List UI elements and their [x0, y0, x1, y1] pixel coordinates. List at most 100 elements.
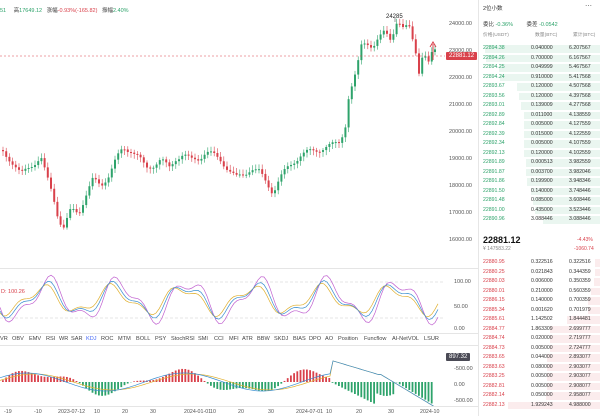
macd-bar [328, 377, 331, 382]
depth-bar [550, 335, 600, 343]
order-book-row[interactable]: 22893.67 0.120000 4.507568 [479, 82, 600, 92]
candle [226, 166, 228, 170]
order-total: 4.277568 [569, 102, 591, 108]
order-book-row[interactable]: 22880.95 0.322516 0.322516 [479, 258, 600, 268]
macd-bar [248, 382, 251, 389]
candle [187, 154, 190, 156]
indicator-tab-emv[interactable]: EMV [29, 336, 42, 342]
candle [293, 163, 296, 165]
indicator-tab-cci[interactable]: CCI [214, 336, 224, 342]
order-book-row[interactable]: 22893.01 0.139009 4.277568 [479, 101, 600, 111]
order-book-row[interactable]: 22893.56 0.120000 4.397568 [479, 92, 600, 102]
order-book-row[interactable]: 22886.15 0.140000 0.700359 [479, 296, 600, 306]
candle [229, 169, 232, 172]
precision-selector[interactable]: 2位小数 [483, 6, 503, 12]
order-book-row[interactable]: 22894.24 0.910000 5.417568 [479, 73, 600, 83]
indicator-tab-vr[interactable]: VR [0, 336, 8, 342]
order-book-row[interactable]: 22883.25 0.005000 2.903077 [479, 372, 600, 382]
indicator-tab-smi[interactable]: SMI [198, 336, 208, 342]
order-book-row[interactable]: 22885.34 0.001620 0.701979 [479, 306, 600, 316]
more-options-icon[interactable]: ⋯ [585, 3, 592, 10]
indicator-tab-atr[interactable]: ATR [242, 336, 253, 342]
order-book-row[interactable]: 22884.74 0.020000 2.719777 [479, 334, 600, 344]
indicator-tab-obv[interactable]: OBV [12, 336, 24, 342]
change-value: -0.93%(-165.82) [57, 8, 98, 14]
time-tick: 30 [388, 409, 394, 415]
indicator-tab-mfi[interactable]: MFI [229, 336, 239, 342]
oscillator-chart[interactable] [0, 270, 445, 332]
macd-bar [114, 382, 116, 392]
candle [27, 168, 30, 170]
order-qty: 0.050000 [531, 392, 553, 398]
macd-bar [46, 377, 49, 382]
macd-bar [286, 378, 289, 382]
order-book-row[interactable]: 22882.13 1.929243 4.988000 [479, 401, 600, 411]
order-book-row[interactable]: 22884.73 0.005000 2.724777 [479, 344, 600, 354]
indicator-tab-mtm[interactable]: MTM [118, 336, 131, 342]
order-price: 22892.13 [483, 149, 505, 156]
indicator-tab-ai-netvol[interactable]: AI-NetVOL [392, 336, 420, 342]
osc-tick-50: 50.00 [454, 304, 468, 310]
order-book-row[interactable]: 22880.01 0.210000 0.560359 [479, 287, 600, 297]
order-book-row[interactable]: 22892.89 0.011000 4.138559 [479, 111, 600, 121]
order-book-row[interactable]: 22882.81 0.005000 2.908077 [479, 382, 600, 392]
candle [347, 99, 350, 128]
order-price: 22891.87 [483, 168, 505, 175]
macd-bar [258, 382, 260, 391]
order-book-row[interactable]: 22892.84 0.005000 4.127559 [479, 120, 600, 130]
order-book-row[interactable]: 22885.61 1.142502 1.844481 [479, 315, 600, 325]
indicator-tab-position[interactable]: Position [338, 336, 358, 342]
indicator-tab-skdj[interactable]: SKDJ [274, 336, 289, 342]
order-book-row[interactable]: 22880.25 0.021843 0.344359 [479, 268, 600, 278]
indicator-tab-stochrsi[interactable]: StochRSI [171, 336, 195, 342]
order-book-row[interactable]: 22882.14 0.050000 2.958077 [479, 391, 600, 401]
candle [91, 177, 94, 187]
order-book-row[interactable]: 22894.26 0.700000 6.167567 [479, 54, 600, 64]
indicator-tab-dpo[interactable]: DPO [309, 336, 322, 342]
order-book-row[interactable]: 22891.50 0.140000 3.748446 [479, 187, 600, 197]
macd-bar [254, 382, 257, 390]
indicator-tab-bbw[interactable]: BBW [257, 336, 270, 342]
candlestick-chart[interactable] [0, 0, 478, 270]
indicator-tab-psy[interactable]: PSY [155, 336, 167, 342]
chart-area[interactable]: 51 高17649.12 涨幅-0.93%(-165.82) 振幅2.40% 2… [0, 0, 478, 416]
macd-bar [120, 382, 123, 388]
order-book-row[interactable]: 22883.65 0.044000 2.893077 [479, 353, 600, 363]
indicator-tab-rsi[interactable]: RSI [46, 336, 56, 342]
order-book-row[interactable]: 22892.34 0.005000 4.107559 [479, 139, 600, 149]
candle [66, 217, 68, 228]
indicator-tab-roc[interactable]: ROC [101, 336, 114, 342]
indicator-tab-kdj[interactable]: KDJ [86, 336, 97, 342]
order-book-row[interactable]: 22891.00 0.435000 3.523446 [479, 206, 600, 216]
indicator-tab-lsur[interactable]: LSUR [424, 336, 439, 342]
macd-bar [178, 369, 180, 382]
order-book-row[interactable]: 22892.13 0.120000 4.102559 [479, 149, 600, 159]
order-total: 5.467567 [569, 64, 591, 70]
order-book-row[interactable]: 22884.77 1.863309 2.699777 [479, 325, 600, 335]
order-book-row[interactable]: 22894.25 0.049999 5.467567 [479, 63, 600, 73]
indicator-tab-sar[interactable]: SAR [71, 336, 83, 342]
depth-bar [530, 187, 600, 195]
order-book-row[interactable]: 22891.86 0.199900 3.948346 [479, 177, 600, 187]
candle [379, 34, 382, 40]
order-book-row[interactable]: 22891.48 0.085000 3.608446 [479, 196, 600, 206]
order-book-row[interactable]: 22890.96 3.088446 3.088446 [479, 215, 600, 225]
order-book-row[interactable]: 22883.63 0.080000 2.903077 [479, 363, 600, 373]
order-book-row[interactable]: 22891.87 0.003700 3.982046 [479, 168, 600, 178]
candle [75, 209, 78, 213]
macd-bar [389, 382, 391, 396]
order-book-row[interactable]: 22880.03 0.006000 0.350359 [479, 277, 600, 287]
macd-bar [421, 382, 423, 398]
macd-bar [424, 382, 427, 400]
indicator-tab-bias[interactable]: BIAS [293, 336, 306, 342]
order-book-row[interactable]: 22894.38 0.040000 6.207567 [479, 44, 600, 54]
indicator-tab-funcflow[interactable]: Funcflow [364, 336, 387, 342]
order-book-row[interactable]: 22892.39 0.015000 4.122559 [479, 130, 600, 140]
order-book-row[interactable]: 22891.89 0.000513 3.982559 [479, 158, 600, 168]
order-total: 4.107559 [569, 140, 591, 146]
indicator-tab-boll[interactable]: BOLL [136, 336, 151, 342]
macd-chart[interactable] [0, 346, 445, 406]
indicator-tab-ao[interactable]: AO [325, 336, 334, 342]
indicator-tab-wr[interactable]: WR [59, 336, 69, 342]
candle [421, 57, 424, 74]
